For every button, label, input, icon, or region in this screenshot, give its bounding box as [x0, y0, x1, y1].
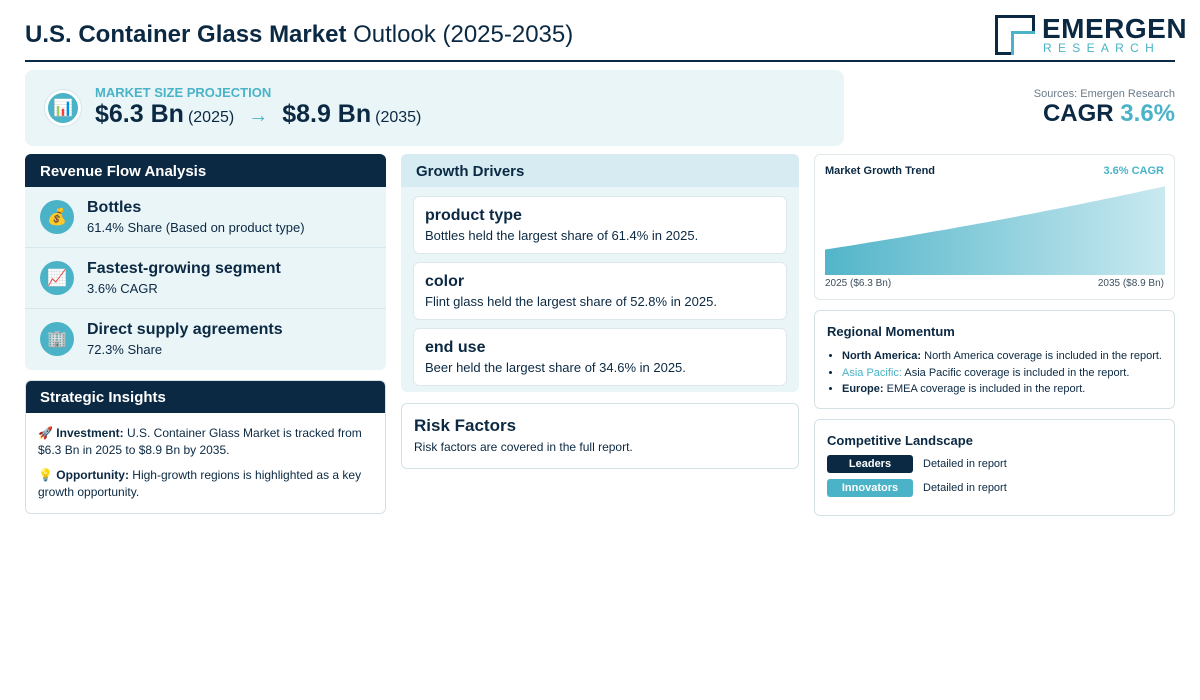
- regional-momentum-panel: Regional Momentum North America: North A…: [814, 310, 1175, 409]
- emergen-logo[interactable]: EMERGEN RESEARCH: [995, 13, 1187, 56]
- market-growth-trend-card: Market Growth Trend 3.6% CAGR 2025 ($6.3…: [814, 154, 1175, 300]
- region-name: North America:: [842, 350, 922, 362]
- revenue-item: 🏢 Direct supply agreements 72.3% Share: [25, 309, 386, 370]
- cagr-value: 3.6%: [1120, 100, 1175, 127]
- region-text: North America coverage is included in th…: [924, 350, 1162, 362]
- bar-chart-icon: 📊: [45, 90, 81, 126]
- regional-momentum-title: Regional Momentum: [827, 324, 955, 339]
- trend-cagr: 3.6% CAGR: [1103, 165, 1164, 177]
- revenue-item-sub: 61.4% Share (Based on product type): [87, 220, 305, 235]
- driver-title: product type: [425, 207, 522, 224]
- driver-desc: Beer held the largest share of 34.6% in …: [425, 360, 686, 375]
- trend-end-label: 2035 ($8.9 Bn): [1097, 278, 1164, 289]
- revenue-flow-title: Revenue Flow Analysis: [25, 154, 386, 187]
- opportunity-insight: 💡 Opportunity: High-growth regions is hi…: [38, 467, 373, 501]
- trend-start-label: 2025 ($6.3 Bn): [825, 278, 892, 289]
- investment-insight: 🚀 Investment: U.S. Container Glass Marke…: [38, 425, 373, 459]
- end-value: $8.9 Bn: [282, 100, 372, 128]
- driver-desc: Flint glass held the largest share of 52…: [425, 294, 717, 309]
- title-rest: Outlook (2025-2035): [353, 21, 574, 48]
- region-list: North America: North America coverage is…: [842, 348, 1162, 398]
- risk-factors-desc: Risk factors are covered in the full rep…: [414, 440, 633, 454]
- driver-card: end use Beer held the largest share of 3…: [413, 328, 787, 386]
- region-text: Asia Pacific coverage is included in the…: [904, 366, 1130, 379]
- trend-area: [825, 186, 1165, 275]
- opportunity-text: High-growth regions is highlighted as a …: [38, 468, 362, 499]
- revenue-item-sub: 3.6% CAGR: [87, 281, 158, 296]
- cagr-label: CAGR: [1042, 100, 1114, 127]
- end-year: (2035): [375, 109, 422, 126]
- strategic-insights-title: Strategic Insights: [26, 381, 385, 413]
- driver-card: color Flint glass held the largest share…: [413, 262, 787, 320]
- logo-name: EMERGEN: [1042, 13, 1188, 44]
- region-text: EMEA coverage is included in the report.: [886, 383, 1086, 395]
- page-title: U.S. Container Glass Market Outlook (202…: [25, 21, 573, 49]
- driver-card: product type Bottles held the largest sh…: [413, 196, 787, 254]
- lightbulb-icon: 💡: [38, 468, 53, 482]
- region-name: Europe:: [842, 383, 884, 395]
- strategic-insights-panel: Strategic Insights 🚀 Investment: U.S. Co…: [25, 380, 386, 514]
- page-header: U.S. Container Glass Market Outlook (202…: [25, 10, 1187, 62]
- risk-factors-panel: Risk Factors Risk factors are covered in…: [401, 403, 799, 469]
- rocket-icon: 🚀: [38, 426, 53, 440]
- leaders-badge: Leaders: [827, 455, 913, 473]
- investment-text: U.S. Container Glass Market is tracked f…: [38, 426, 362, 457]
- revenue-item-title: Direct supply agreements: [87, 321, 283, 338]
- region-name: Asia Pacific:: [842, 366, 902, 379]
- revenue-item: 💰 Bottles 61.4% Share (Based on product …: [25, 187, 386, 248]
- investment-label: Investment:: [56, 426, 124, 440]
- revenue-item: 📈 Fastest-growing segment 3.6% CAGR: [25, 248, 386, 309]
- innovators-text: Detailed in report: [923, 482, 1007, 494]
- region-item: Asia Pacific: Asia Pacific coverage is i…: [842, 365, 1162, 382]
- market-size-projection: 📊 MARKET SIZE PROJECTION $6.3 Bn (2025) → $…: [25, 70, 844, 146]
- revenue-item-title: Bottles: [87, 199, 142, 216]
- start-year: (2025): [187, 109, 235, 126]
- money-bag-icon: 💰: [40, 200, 74, 234]
- growth-drivers-panel: Growth Drivers product type Bottles held…: [401, 154, 799, 392]
- projection-values: $6.3 Bn (2025) → $8.9 Bn (2035): [95, 100, 421, 129]
- sources-text: Sources: Emergen Research: [1033, 88, 1175, 100]
- region-item: Europe: EMEA coverage is included in the…: [842, 381, 1162, 398]
- trend-title: Market Growth Trend: [825, 165, 936, 177]
- logo-sub: RESEARCH: [1043, 41, 1161, 55]
- cagr-headline: CAGR 3.6%: [1043, 100, 1175, 128]
- competitive-landscape-title: Competitive Landscape: [827, 433, 973, 448]
- arrow-icon: →: [248, 105, 269, 127]
- revenue-flow-panel: Revenue Flow Analysis 💰 Bottles 61.4% Sh…: [25, 154, 386, 370]
- growth-drivers-title: Growth Drivers: [401, 154, 799, 187]
- innovators-badge: Innovators: [827, 479, 913, 497]
- logo-mark-icon: [995, 15, 1035, 55]
- risk-factors-title: Risk Factors: [414, 416, 517, 435]
- strategic-insights-body: 🚀 Investment: U.S. Container Glass Marke…: [26, 413, 385, 501]
- driver-title: color: [425, 273, 465, 290]
- title-bold: U.S. Container Glass Market: [25, 21, 347, 48]
- trend-chart-icon: 📈: [40, 261, 74, 295]
- start-value: $6.3 Bn: [95, 100, 184, 128]
- competitive-landscape-panel: Competitive Landscape Leaders Detailed i…: [814, 419, 1175, 516]
- trend-area-chart: [825, 186, 1165, 275]
- leaders-text: Detailed in report: [923, 458, 1007, 470]
- building-icon: 🏢: [40, 322, 74, 356]
- driver-desc: Bottles held the largest share of 61.4% …: [425, 228, 699, 243]
- region-item: North America: North America coverage is…: [842, 348, 1162, 365]
- driver-title: end use: [425, 339, 486, 356]
- opportunity-label: Opportunity:: [56, 468, 129, 482]
- projection-label: MARKET SIZE PROJECTION: [95, 85, 272, 100]
- revenue-item-title: Fastest-growing segment: [87, 260, 281, 277]
- revenue-item-sub: 72.3% Share: [87, 342, 163, 357]
